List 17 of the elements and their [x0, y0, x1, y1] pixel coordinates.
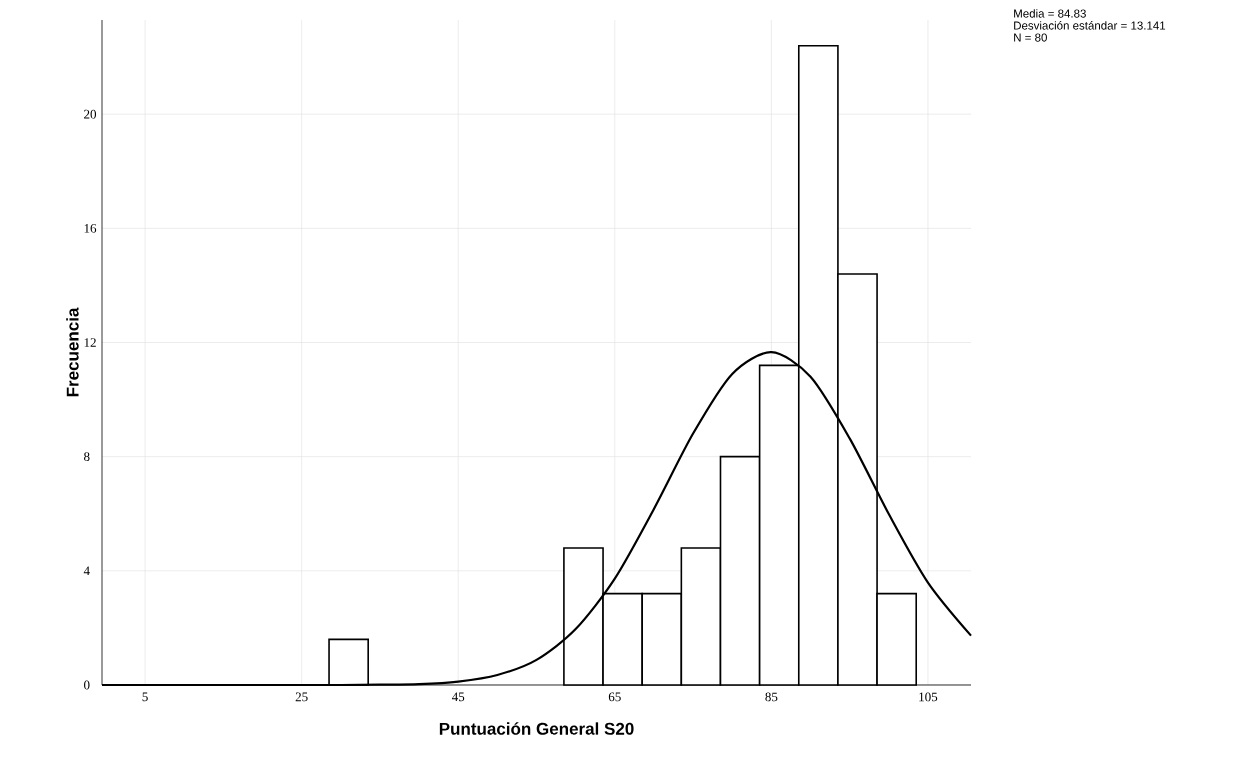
- y-axis-title: Frecuencia: [66, 307, 79, 397]
- text: N = 80: [1014, 33, 1047, 42]
- text: Media = 84.83: [1014, 9, 1086, 18]
- y-tick-label: 8: [84, 452, 90, 462]
- x-tick-label: 85: [765, 692, 778, 702]
- x-tick-label: 65: [608, 692, 621, 702]
- text: Desviación estándar = 13.141: [1014, 21, 1166, 30]
- x-tick-label: 5: [142, 692, 148, 702]
- x-tick-label: 45: [451, 692, 465, 702]
- y-tick-label: 16: [84, 223, 97, 233]
- x-tick-label: 25: [295, 692, 308, 702]
- y-tick-label: 4: [83, 566, 90, 576]
- y-tick-label: 0: [84, 680, 90, 690]
- x-axis-title: Puntuación General S20: [439, 722, 634, 735]
- x-tick-label: 105: [919, 692, 938, 702]
- y-tick-label: 20: [84, 109, 97, 119]
- y-tick-label: 12: [84, 338, 96, 347]
